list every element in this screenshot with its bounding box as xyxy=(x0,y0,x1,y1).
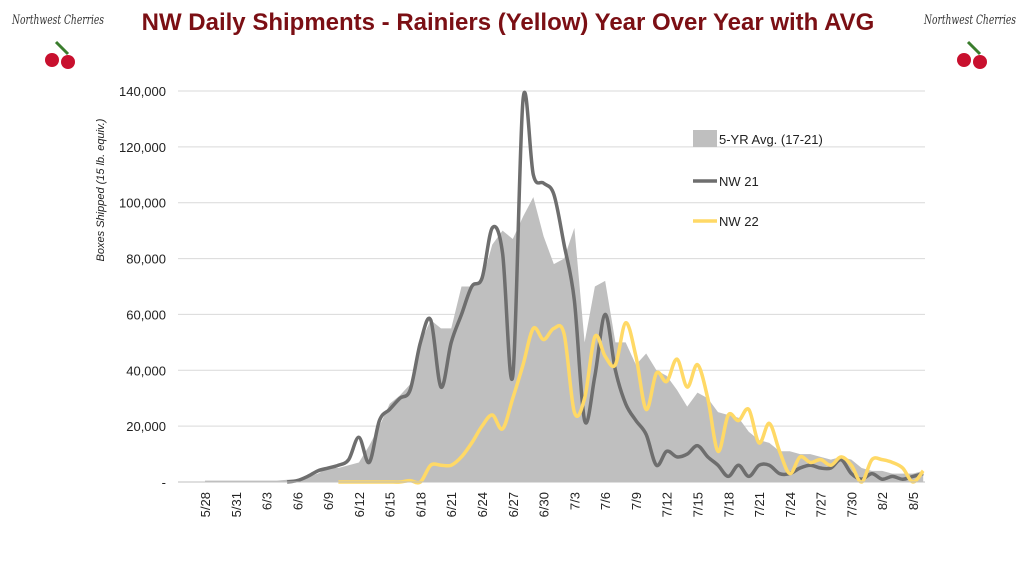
x-tick-label: 5/31 xyxy=(229,492,244,517)
x-tick-label: 7/15 xyxy=(690,492,705,517)
legend-label: NW 22 xyxy=(719,214,759,229)
x-tick-label: 5/28 xyxy=(198,492,213,517)
y-axis-label: Boxes Shipped (15 lb. equiv.) xyxy=(95,118,107,261)
x-tick-label: 6/15 xyxy=(383,492,398,517)
x-tick-label: 7/18 xyxy=(721,492,736,517)
logo-right: Northwest Cherries xyxy=(923,13,1016,69)
line xyxy=(286,90,924,484)
legend-label: 5-YR Avg. (17-21) xyxy=(719,132,823,147)
chart-title: NW Daily Shipments - Rainiers (Yellow) Y… xyxy=(142,9,875,36)
x-tick-label: 7/27 xyxy=(814,492,829,517)
logo-text: Northwest Cherries xyxy=(11,13,104,28)
x-tick-label: 7/9 xyxy=(629,492,644,510)
y-tick-label: 80,000 xyxy=(126,252,166,267)
y-tick-label: 20,000 xyxy=(126,419,166,434)
x-tick-label: 6/6 xyxy=(290,492,305,510)
x-tick-label: 6/12 xyxy=(352,492,367,517)
x-tick-label: 7/30 xyxy=(844,492,859,517)
x-tick-label: 6/21 xyxy=(444,492,459,517)
legend-label: NW 21 xyxy=(719,174,759,189)
x-tick-label: 6/3 xyxy=(260,492,275,510)
y-tick-label: 120,000 xyxy=(119,140,166,155)
x-tick-label: 7/21 xyxy=(752,492,767,517)
y-tick-label: - xyxy=(162,475,166,490)
line xyxy=(338,321,925,485)
y-tick-label: 40,000 xyxy=(126,363,166,378)
x-tick-label: 6/18 xyxy=(413,492,428,517)
x-tick-label: 7/24 xyxy=(783,492,798,517)
x-tick-label: 7/6 xyxy=(598,492,613,510)
x-tick-label: 6/30 xyxy=(537,492,552,517)
x-tick-label: 6/27 xyxy=(506,492,521,517)
x-tick-label: 8/2 xyxy=(875,492,890,510)
x-tick-label: 8/5 xyxy=(906,492,921,510)
x-tick-label: 6/9 xyxy=(321,492,336,510)
logo-text: Northwest Cherries xyxy=(923,13,1016,28)
logo-left: Northwest Cherries xyxy=(11,13,104,69)
x-tick-label: 6/24 xyxy=(475,492,490,517)
y-tick-label: 60,000 xyxy=(126,307,166,322)
x-tick-label: 7/12 xyxy=(660,492,675,517)
y-tick-label: 140,000 xyxy=(119,84,166,99)
legend-swatch xyxy=(693,130,717,147)
x-tick-label: 7/3 xyxy=(567,492,582,510)
y-tick-label: 100,000 xyxy=(119,196,166,211)
